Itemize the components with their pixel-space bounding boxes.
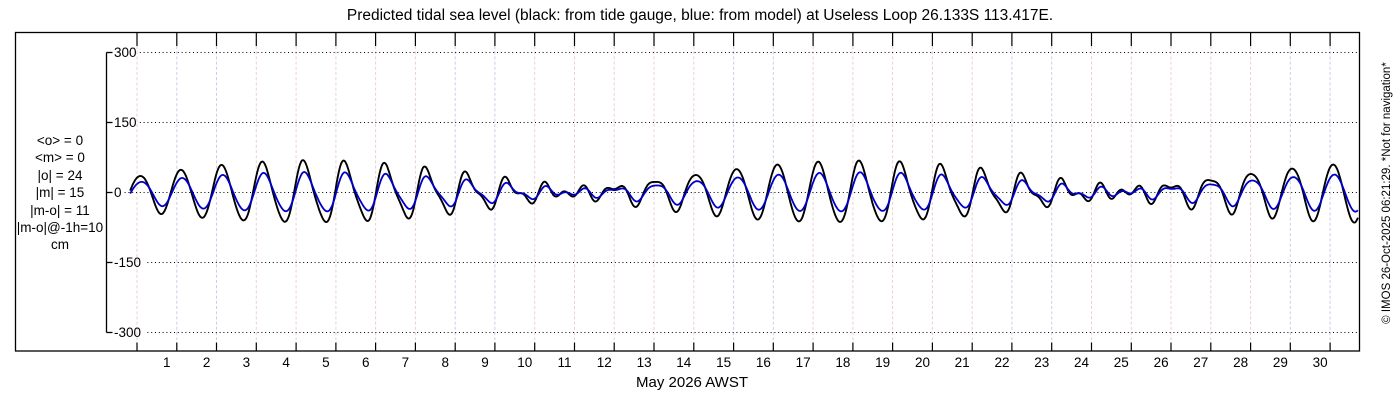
x-tick-label: 4 [282,355,290,370]
stats-line: cm [51,237,69,253]
x-tick-label: 26 [1154,355,1169,370]
x-tick-label: 17 [796,355,811,370]
y-axis: 300 150 0 -150 -300 [105,45,1359,340]
x-tick-label: 13 [637,355,652,370]
stats-line: |m-o|@-1h=10 [16,220,104,236]
x-tick-label: 7 [402,355,410,370]
stats-line: <o> = 0 [36,133,84,148]
x-tick-label: 2 [203,355,211,370]
y-tick-label: 150 [114,115,137,130]
x-tick-label: 14 [676,355,692,370]
x-tick-label: 21 [955,355,970,370]
x-tick-label: 5 [322,355,330,370]
x-tick-label: 29 [1273,355,1288,370]
chart-title: Predicted tidal sea level (black: from t… [346,7,1054,24]
copyright-watermark: © IMOS 26-Oct-2025 06:21:29. *Not for na… [1381,62,1393,324]
x-tick-label: 16 [756,355,771,370]
x-tick-label: 9 [481,355,489,370]
plot-frame [14,31,1361,352]
x-tick-label: 19 [875,355,890,370]
x-tick-label: 23 [1034,355,1049,370]
x-tick-label: 24 [1074,355,1090,370]
stats-line: |m| = 15 [35,185,85,201]
x-tick-label: 28 [1233,355,1248,370]
x-tick-label: 25 [1114,355,1129,370]
x-tick-label: 22 [994,355,1009,370]
y-tick-label: -300 [114,325,141,340]
x-tick-label: 20 [915,355,930,370]
y-tick-label: 300 [114,45,137,60]
x-tick-labels: 1 2 3 4 5 6 7 8 9 10 11 12 13 14 15 16 17 18 19 20 21 22 23 24 2… [163,355,1328,370]
x-tick-label: 15 [716,355,731,370]
day-gridlines-and-ticks [136,32,1331,351]
x-tick-label: 18 [835,355,850,370]
x-tick-label: 8 [441,355,449,370]
stats-block: <o> = 0 <m> = 0 |o| = 24 |m| = 15 |m-o| = 11… [8,132,112,254]
x-tick-label: 12 [597,355,612,370]
x-tick-label: 3 [243,355,251,370]
y-tick-label: 0 [114,185,122,200]
y-tick-label: -150 [114,255,141,270]
x-tick-label: 11 [557,355,571,370]
x-tick-label: 30 [1313,355,1328,370]
stats-line: |m-o| = 11 [30,202,90,218]
x-tick-label: 27 [1193,355,1208,370]
model-curve [129,171,1359,213]
x-tick-label: 1 [163,355,171,370]
x-tick-label: 10 [517,355,532,370]
stats-line: <m> = 0 [35,150,85,166]
x-axis-label: May 2026 AWST [636,374,748,391]
x-tick-label: 6 [362,355,370,370]
stats-line: |o| = 24 [37,167,83,183]
